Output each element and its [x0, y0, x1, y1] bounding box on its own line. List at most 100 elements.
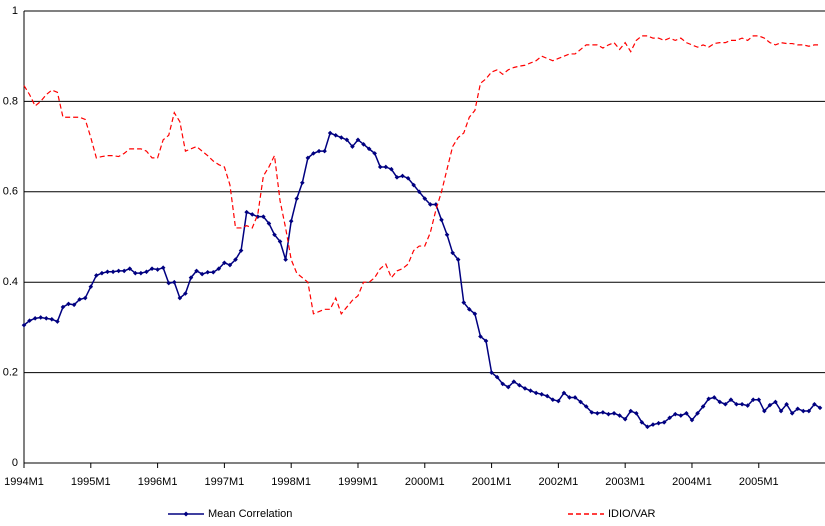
- series-line: [23, 35, 820, 316]
- point: [756, 397, 762, 403]
- y-tick-label: 0.4: [3, 276, 18, 288]
- point: [311, 151, 316, 156]
- point: [43, 316, 49, 321]
- point: [522, 386, 528, 391]
- point: [38, 315, 43, 320]
- point: [778, 408, 784, 414]
- point: [750, 397, 756, 403]
- point: [600, 410, 606, 415]
- point: [266, 221, 272, 226]
- point: [316, 148, 322, 154]
- point: [216, 266, 222, 271]
- point: [544, 393, 550, 399]
- point: [377, 164, 383, 170]
- point: [205, 269, 210, 275]
- point: [617, 413, 622, 418]
- point: [105, 269, 110, 275]
- x-tick-label: 1997M1: [205, 476, 245, 488]
- point: [283, 257, 288, 262]
- point: [672, 411, 678, 417]
- x-tick-label: 2000M1: [405, 476, 445, 488]
- x-tick-label: 1994M1: [4, 476, 44, 488]
- point: [127, 266, 133, 271]
- y-tick-label: 0.8: [3, 95, 18, 107]
- point: [183, 291, 188, 296]
- point: [249, 212, 255, 217]
- point: [817, 405, 823, 411]
- point: [210, 269, 216, 275]
- point: [199, 271, 205, 277]
- point: [550, 397, 556, 403]
- point: [149, 266, 155, 271]
- point: [66, 301, 71, 307]
- point: [767, 402, 773, 408]
- point: [160, 265, 166, 271]
- point: [472, 311, 478, 317]
- point: [272, 232, 277, 238]
- point: [350, 144, 355, 149]
- point: [556, 398, 561, 404]
- point: [595, 410, 600, 416]
- point: [723, 401, 728, 407]
- point: [734, 401, 739, 407]
- point: [394, 175, 400, 180]
- point: [411, 182, 416, 188]
- point: [116, 268, 121, 274]
- point: [450, 250, 455, 256]
- point: [366, 146, 372, 152]
- point: [32, 316, 38, 321]
- point: [94, 273, 99, 278]
- x-tick-label: 1995M1: [71, 476, 111, 488]
- point: [567, 395, 572, 400]
- legend-label: Mean Correlation: [208, 508, 292, 520]
- point: [667, 415, 673, 421]
- point: [700, 404, 706, 409]
- point: [144, 269, 149, 275]
- point: [773, 399, 778, 405]
- point: [711, 395, 717, 400]
- point: [244, 209, 249, 215]
- point: [194, 268, 199, 274]
- point: [695, 410, 700, 416]
- point: [294, 196, 300, 201]
- point: [121, 268, 127, 274]
- x-tick-label: 2003M1: [605, 476, 645, 488]
- x-tick-label: 2001M1: [472, 476, 512, 488]
- point: [461, 300, 467, 305]
- point: [745, 403, 750, 408]
- point: [227, 262, 233, 268]
- point: [806, 408, 812, 414]
- point: [489, 370, 494, 375]
- point: [661, 420, 667, 425]
- point: [422, 196, 428, 201]
- point: [717, 399, 723, 405]
- point: [305, 155, 311, 161]
- point: [628, 408, 634, 414]
- y-tick-label: 0.2: [3, 367, 18, 379]
- point: [689, 417, 695, 423]
- point: [55, 319, 60, 324]
- point: [389, 166, 394, 172]
- point: [455, 257, 461, 262]
- point: [622, 416, 628, 422]
- point: [361, 142, 366, 147]
- point: [277, 239, 283, 244]
- point: [517, 382, 522, 388]
- point: [222, 260, 227, 266]
- point: [99, 270, 105, 276]
- point: [795, 406, 801, 412]
- point: [762, 408, 767, 414]
- point: [611, 410, 617, 416]
- point: [578, 399, 583, 405]
- point: [812, 401, 817, 407]
- point: [300, 180, 305, 186]
- point: [405, 175, 411, 181]
- point: [500, 381, 506, 387]
- point: [428, 202, 433, 207]
- point: [656, 420, 661, 426]
- x-tick-label: 2004M1: [672, 476, 712, 488]
- point: [433, 202, 439, 207]
- point: [88, 284, 94, 290]
- point: [49, 316, 55, 322]
- point: [288, 218, 294, 224]
